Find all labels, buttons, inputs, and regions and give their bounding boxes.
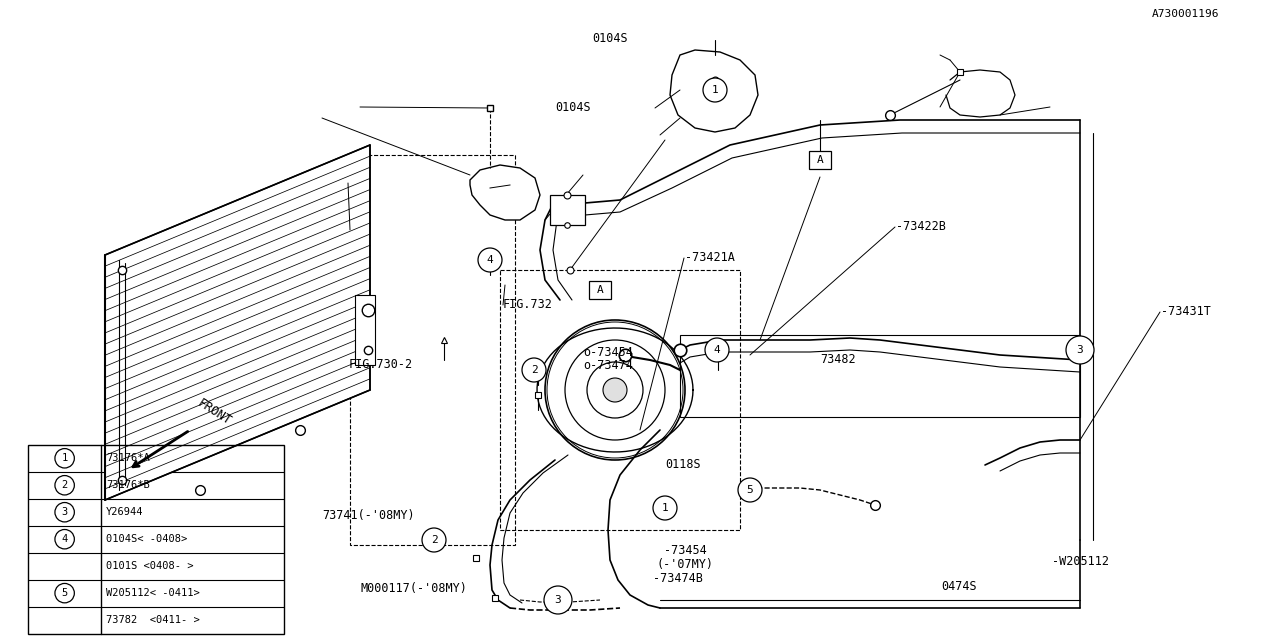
- Text: 2: 2: [61, 480, 68, 490]
- Text: 1: 1: [61, 453, 68, 463]
- Text: A: A: [817, 155, 823, 165]
- Bar: [355, 295, 375, 365]
- Text: M000117(-'08MY): M000117(-'08MY): [361, 582, 467, 595]
- Text: 2: 2: [531, 365, 538, 375]
- Text: -73474B: -73474B: [653, 572, 703, 585]
- Text: A730001196: A730001196: [1152, 9, 1220, 19]
- Circle shape: [55, 529, 74, 549]
- Circle shape: [55, 584, 74, 603]
- Circle shape: [653, 496, 677, 520]
- Text: -W205112: -W205112: [1052, 556, 1110, 568]
- Text: 0474S: 0474S: [941, 580, 977, 593]
- Circle shape: [422, 528, 445, 552]
- Text: (-'07MY): (-'07MY): [657, 558, 714, 571]
- Text: FRONT: FRONT: [195, 397, 233, 428]
- Text: -73454: -73454: [664, 544, 707, 557]
- Text: 1: 1: [712, 85, 718, 95]
- Text: o-73454: o-73454: [584, 346, 634, 358]
- Text: FIG.730-2: FIG.730-2: [348, 358, 412, 371]
- Text: 1: 1: [662, 503, 668, 513]
- Circle shape: [705, 338, 730, 362]
- Circle shape: [55, 476, 74, 495]
- Text: 4: 4: [486, 255, 493, 265]
- Text: o-73474: o-73474: [584, 359, 634, 372]
- Text: 3: 3: [554, 595, 562, 605]
- Text: 3: 3: [1076, 345, 1083, 355]
- Text: 0104S: 0104S: [556, 101, 591, 114]
- Bar: [809, 151, 831, 169]
- Text: 4: 4: [61, 534, 68, 544]
- Bar: [589, 281, 611, 299]
- Circle shape: [522, 358, 547, 382]
- Text: -73422B: -73422B: [896, 220, 946, 233]
- Text: 0104S< -0408>: 0104S< -0408>: [106, 534, 187, 544]
- Text: 73482: 73482: [820, 353, 856, 365]
- Circle shape: [545, 320, 685, 460]
- Polygon shape: [105, 145, 370, 500]
- Text: 5: 5: [61, 588, 68, 598]
- Text: 0104S: 0104S: [593, 32, 628, 45]
- Text: W205112< -0411>: W205112< -0411>: [106, 588, 200, 598]
- Circle shape: [1066, 336, 1094, 364]
- Text: 3: 3: [61, 508, 68, 517]
- Text: 5: 5: [746, 485, 754, 495]
- Text: 0101S <0408- >: 0101S <0408- >: [106, 561, 193, 571]
- Polygon shape: [669, 50, 758, 132]
- Circle shape: [55, 449, 74, 468]
- Circle shape: [477, 248, 502, 272]
- Text: 73176*A: 73176*A: [106, 453, 150, 463]
- Text: FIG.732: FIG.732: [503, 298, 553, 311]
- Circle shape: [564, 340, 666, 440]
- Text: -73421A: -73421A: [685, 251, 735, 264]
- Text: 73176*B: 73176*B: [106, 480, 150, 490]
- Text: 2: 2: [430, 535, 438, 545]
- Text: A: A: [596, 285, 603, 295]
- Bar: [680, 335, 1080, 417]
- Circle shape: [739, 478, 762, 502]
- Circle shape: [588, 362, 643, 418]
- Circle shape: [603, 378, 627, 402]
- Text: 4: 4: [714, 345, 721, 355]
- Text: 73741(-'08MY): 73741(-'08MY): [323, 509, 415, 522]
- Bar: [550, 195, 585, 225]
- Circle shape: [703, 78, 727, 102]
- Text: -73431T: -73431T: [1161, 305, 1211, 318]
- Polygon shape: [470, 165, 540, 220]
- Circle shape: [544, 586, 572, 614]
- Text: Y26944: Y26944: [106, 508, 143, 517]
- Circle shape: [55, 502, 74, 522]
- Text: 73782  <0411- >: 73782 <0411- >: [106, 615, 200, 625]
- Bar: [349, 155, 515, 545]
- Bar: [500, 270, 740, 530]
- Text: 0118S: 0118S: [666, 458, 701, 471]
- Bar: [28, 445, 284, 634]
